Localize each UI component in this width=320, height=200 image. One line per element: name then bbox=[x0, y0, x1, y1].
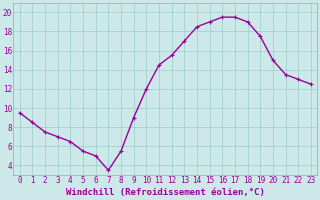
X-axis label: Windchill (Refroidissement éolien,°C): Windchill (Refroidissement éolien,°C) bbox=[66, 188, 265, 197]
